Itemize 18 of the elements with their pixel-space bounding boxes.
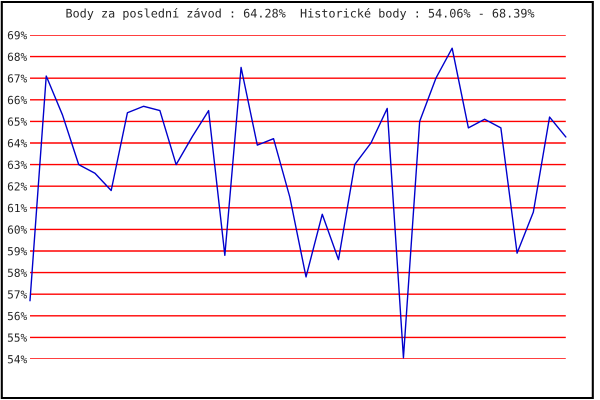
y-tick-label: 64% (8, 139, 28, 148)
y-tick-label: 61% (8, 204, 28, 212)
y-tick-label: 63% (8, 160, 28, 170)
y-tick-label: 56% (8, 312, 28, 320)
y-tick-label: 69% (8, 31, 28, 40)
y-tick-label: 59% (8, 247, 28, 256)
y-tick-label: 65% (8, 117, 28, 126)
y-tick-label: 54% (8, 355, 28, 364)
y-tick-label: 68% (8, 52, 28, 62)
chart-title: Body za poslední závod : 64.28% Historické body : 54.06% - 68.39% (66, 8, 534, 20)
line-series (29, 47, 566, 358)
y-tick-label: 57% (8, 290, 28, 299)
y-tick-label: 62% (8, 182, 28, 191)
y-tick-label: 60% (8, 225, 28, 234)
y-tick-label: 58% (8, 268, 28, 278)
y-tick-label: 66% (8, 96, 28, 104)
y-tick-label: 67% (8, 74, 28, 83)
y-tick-label: 55% (8, 334, 28, 342)
